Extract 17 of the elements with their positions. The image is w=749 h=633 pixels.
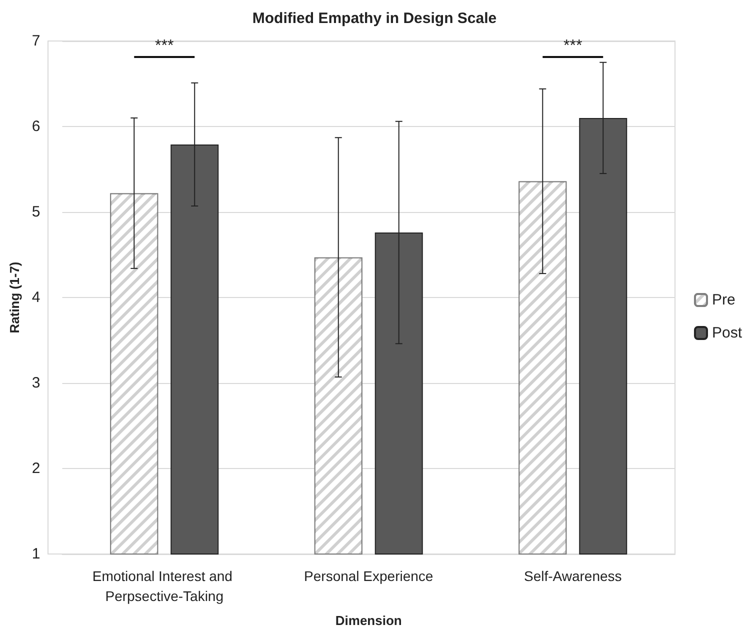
y-axis-title: Rating (1-7) bbox=[7, 262, 22, 334]
x-tick-label: Self-Awareness bbox=[524, 568, 622, 584]
x-tick-label: Personal Experience bbox=[304, 568, 434, 584]
chart-title: Modified Empathy in Design Scale bbox=[252, 10, 497, 27]
x-tick-label: Emotional Interest and Perpsective-Taking bbox=[92, 568, 236, 604]
legend-label: Post bbox=[712, 324, 743, 342]
y-tick-label: 4 bbox=[32, 289, 40, 306]
annotation: *** bbox=[155, 38, 174, 54]
legend-label: Pre bbox=[712, 292, 736, 308]
y-tick-label: 6 bbox=[32, 118, 40, 135]
y-tick-label: 1 bbox=[32, 546, 40, 562]
y-tick-label: 5 bbox=[32, 204, 40, 220]
y-tick-label: 2 bbox=[32, 460, 40, 477]
y-tick-label: 7 bbox=[32, 32, 40, 50]
annotation: *** bbox=[564, 38, 582, 54]
y-tick-label: 3 bbox=[32, 374, 40, 392]
x-axis-title: Dimension bbox=[335, 613, 402, 628]
